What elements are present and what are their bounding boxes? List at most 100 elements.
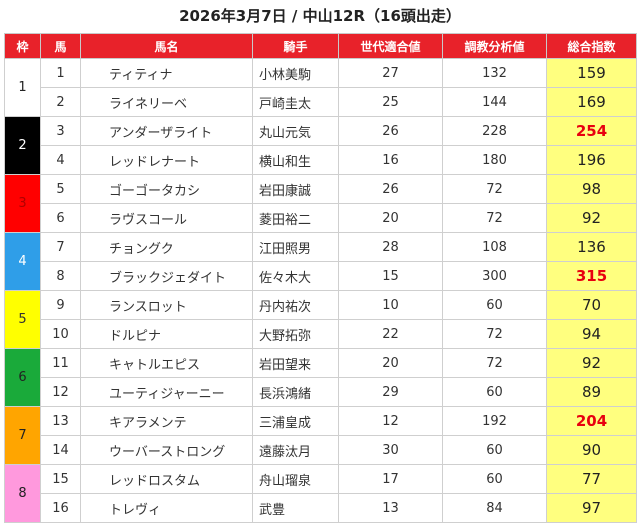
table-row: 10 ドルピナ 大野拓弥 22 72 94 bbox=[5, 319, 637, 349]
jockey-cell: 小林美駒 bbox=[252, 58, 339, 88]
table-row: 1 1 ティティナ 小林美駒 27 132 159 bbox=[4, 58, 637, 117]
generation-fit-cell: 13 bbox=[338, 493, 443, 523]
training-score-cell: 72 bbox=[442, 203, 547, 233]
horse-name-cell: ライネリーベ bbox=[80, 87, 253, 117]
training-score-cell: 60 bbox=[442, 464, 547, 494]
jockey-cell: 武豊 bbox=[252, 493, 339, 523]
table-row: 8 ブラックジェダイト 佐々木大 15 300 315 bbox=[5, 261, 637, 291]
horse-name-cell: レッドレナート bbox=[80, 145, 253, 175]
header-generation-fit: 世代適合値 bbox=[338, 33, 443, 59]
total-index-cell: 254 bbox=[546, 116, 637, 146]
header-jockey: 騎手 bbox=[252, 33, 339, 59]
table-row: 6 ラヴスコール 菱田裕二 20 72 92 bbox=[5, 203, 637, 233]
jockey-cell: 遠藤汰月 bbox=[252, 435, 339, 465]
horse-name-cell: ドルピナ bbox=[80, 319, 253, 349]
jockey-cell: 佐々木大 bbox=[252, 261, 339, 291]
horse-name-cell: ユーティジャーニー bbox=[80, 377, 253, 407]
total-index-cell: 94 bbox=[546, 319, 637, 349]
horse-number-cell: 7 bbox=[40, 232, 81, 262]
horse-number-cell: 3 bbox=[40, 116, 81, 146]
horse-name-cell: ラヴスコール bbox=[80, 203, 253, 233]
horse-number-cell: 10 bbox=[40, 319, 81, 349]
header-training-score: 調教分析値 bbox=[442, 33, 547, 59]
table-row: 3 5 ゴーゴータカシ 岩田康誠 26 72 98 bbox=[4, 174, 637, 233]
waku-cell: 3 bbox=[4, 174, 41, 233]
table-row: 4 レッドレナート 横山和生 16 180 196 bbox=[5, 145, 637, 175]
horse-name-cell: ゴーゴータカシ bbox=[80, 174, 253, 204]
horse-name-cell: トレヴィ bbox=[80, 493, 253, 523]
generation-fit-cell: 22 bbox=[338, 319, 443, 349]
waku-cell: 7 bbox=[4, 406, 41, 465]
horse-number-cell: 5 bbox=[40, 174, 81, 204]
training-score-cell: 72 bbox=[442, 319, 547, 349]
generation-fit-cell: 12 bbox=[338, 406, 443, 436]
waku-cell: 6 bbox=[4, 348, 41, 407]
table-row: 8 15 レッドロスタム 舟山瑠泉 17 60 77 bbox=[4, 464, 637, 523]
page-title: 2026年3月7日 / 中山12R（16頭出走） bbox=[179, 7, 461, 25]
horse-number-cell: 13 bbox=[40, 406, 81, 436]
generation-fit-cell: 26 bbox=[338, 174, 443, 204]
total-index-cell: 77 bbox=[546, 464, 637, 494]
training-score-cell: 132 bbox=[442, 58, 547, 88]
generation-fit-cell: 20 bbox=[338, 348, 443, 378]
waku-cell: 1 bbox=[4, 58, 41, 117]
generation-fit-cell: 16 bbox=[338, 145, 443, 175]
total-index-cell: 92 bbox=[546, 348, 637, 378]
horse-name-cell: ウーバーストロング bbox=[80, 435, 253, 465]
jockey-cell: 大野拓弥 bbox=[252, 319, 339, 349]
training-score-cell: 144 bbox=[442, 87, 547, 117]
generation-fit-cell: 26 bbox=[338, 116, 443, 146]
generation-fit-cell: 30 bbox=[338, 435, 443, 465]
training-score-cell: 180 bbox=[442, 145, 547, 175]
jockey-cell: 横山和生 bbox=[252, 145, 339, 175]
horse-number-cell: 14 bbox=[40, 435, 81, 465]
training-score-cell: 60 bbox=[442, 377, 547, 407]
horse-name-cell: ランスロット bbox=[80, 290, 253, 320]
total-index-cell: 97 bbox=[546, 493, 637, 523]
training-score-cell: 72 bbox=[442, 174, 547, 204]
horse-name-cell: ブラックジェダイト bbox=[80, 261, 253, 291]
waku-cell: 2 bbox=[4, 116, 41, 175]
jockey-cell: 三浦皇成 bbox=[252, 406, 339, 436]
total-index-cell: 89 bbox=[546, 377, 637, 407]
generation-fit-cell: 25 bbox=[338, 87, 443, 117]
jockey-cell: 岩田康誠 bbox=[252, 174, 339, 204]
generation-fit-cell: 29 bbox=[338, 377, 443, 407]
header-horse-number: 馬 bbox=[40, 33, 81, 59]
waku-cell: 5 bbox=[4, 290, 41, 349]
jockey-cell: 戸崎圭太 bbox=[252, 87, 339, 117]
waku-cell: 4 bbox=[4, 232, 41, 291]
total-index-cell: 90 bbox=[546, 435, 637, 465]
total-index-cell: 159 bbox=[546, 58, 637, 88]
table-row: 2 3 アンダーザライト 丸山元気 26 228 254 bbox=[4, 116, 637, 175]
header-waku: 枠 bbox=[4, 33, 41, 59]
generation-fit-cell: 27 bbox=[338, 58, 443, 88]
horse-number-cell: 9 bbox=[40, 290, 81, 320]
training-score-cell: 300 bbox=[442, 261, 547, 291]
horse-name-cell: ティティナ bbox=[80, 58, 253, 88]
table-row: 6 11 キャトルエピス 岩田望来 20 72 92 bbox=[4, 348, 637, 407]
total-index-cell: 98 bbox=[546, 174, 637, 204]
horse-name-cell: アンダーザライト bbox=[80, 116, 253, 146]
jockey-cell: 丹内祐次 bbox=[252, 290, 339, 320]
horse-name-cell: キアラメンテ bbox=[80, 406, 253, 436]
table-row: 2 ライネリーベ 戸崎圭太 25 144 169 bbox=[5, 87, 637, 117]
training-score-cell: 72 bbox=[442, 348, 547, 378]
jockey-cell: 丸山元気 bbox=[252, 116, 339, 146]
training-score-cell: 108 bbox=[442, 232, 547, 262]
total-index-cell: 169 bbox=[546, 87, 637, 117]
table-row: 7 13 キアラメンテ 三浦皇成 12 192 204 bbox=[4, 406, 637, 465]
horse-name-cell: チョングク bbox=[80, 232, 253, 262]
horse-number-cell: 1 bbox=[40, 58, 81, 88]
horse-number-cell: 6 bbox=[40, 203, 81, 233]
generation-fit-cell: 20 bbox=[338, 203, 443, 233]
jockey-cell: 岩田望来 bbox=[252, 348, 339, 378]
horse-name-cell: キャトルエピス bbox=[80, 348, 253, 378]
table-row: 5 9 ランスロット 丹内祐次 10 60 70 bbox=[4, 290, 637, 349]
training-score-cell: 84 bbox=[442, 493, 547, 523]
jockey-cell: 舟山瑠泉 bbox=[252, 464, 339, 494]
generation-fit-cell: 10 bbox=[338, 290, 443, 320]
header-row: 枠 馬 馬名 騎手 世代適合値 調教分析値 総合指数 bbox=[4, 33, 637, 59]
total-index-cell: 315 bbox=[546, 261, 637, 291]
total-index-cell: 204 bbox=[546, 406, 637, 436]
